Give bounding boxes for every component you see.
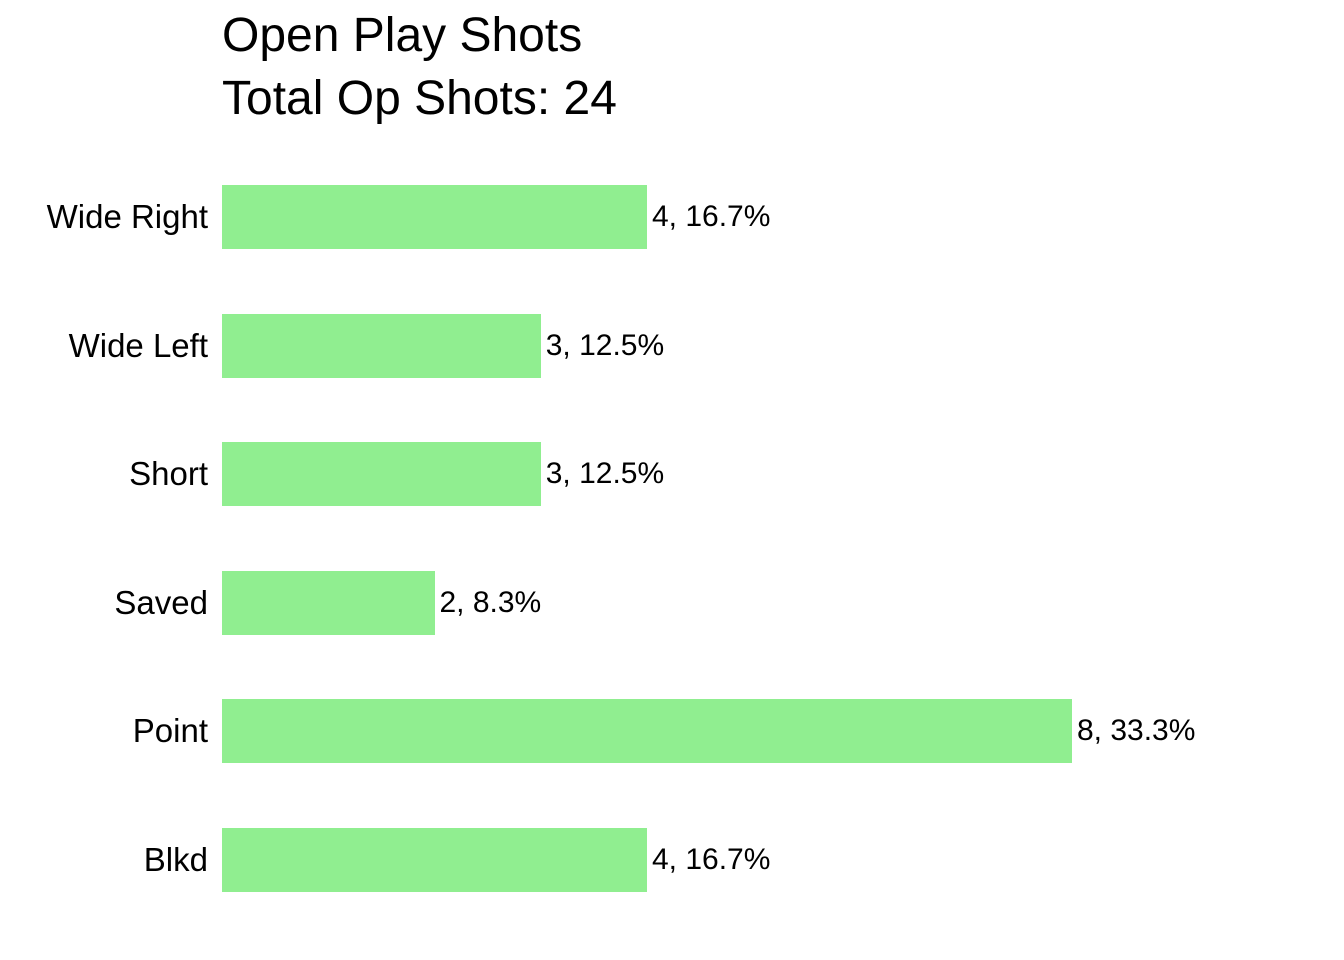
category-label: Wide Right: [46, 198, 208, 235]
category-label: Point: [132, 712, 208, 749]
bar: [222, 828, 647, 892]
bar: [222, 185, 647, 249]
chart-subtitle: Total Op Shots: 24: [222, 72, 617, 125]
value-label: 4, 16.7%: [652, 843, 771, 876]
category-label: Short: [129, 455, 208, 492]
category-label: Saved: [114, 584, 208, 621]
bar-row: Wide Right 4, 16.7%: [0, 185, 1344, 249]
category-label: Wide Left: [68, 327, 208, 364]
value-label: 8, 33.3%: [1077, 714, 1196, 747]
bar: [222, 699, 1072, 763]
value-label: 3, 12.5%: [545, 329, 665, 362]
bar: [222, 442, 541, 506]
bar-row: Blkd 4, 16.7%: [0, 828, 1344, 892]
bar: [222, 571, 435, 635]
bar-row: Short 3, 12.5%: [0, 442, 1344, 506]
value-label: 3, 12.5%: [545, 457, 665, 490]
value-label: 2, 8.3%: [439, 586, 542, 619]
value-label: 4, 16.7%: [652, 200, 771, 233]
bar: [222, 314, 541, 378]
bar-row: Saved 2, 8.3%: [0, 571, 1344, 635]
bar-row: Wide Left 3, 12.5%: [0, 314, 1344, 378]
chart-title: Open Play Shots: [222, 9, 583, 62]
category-label: Blkd: [143, 841, 208, 878]
bar-row: Point 8, 33.3%: [0, 699, 1344, 763]
